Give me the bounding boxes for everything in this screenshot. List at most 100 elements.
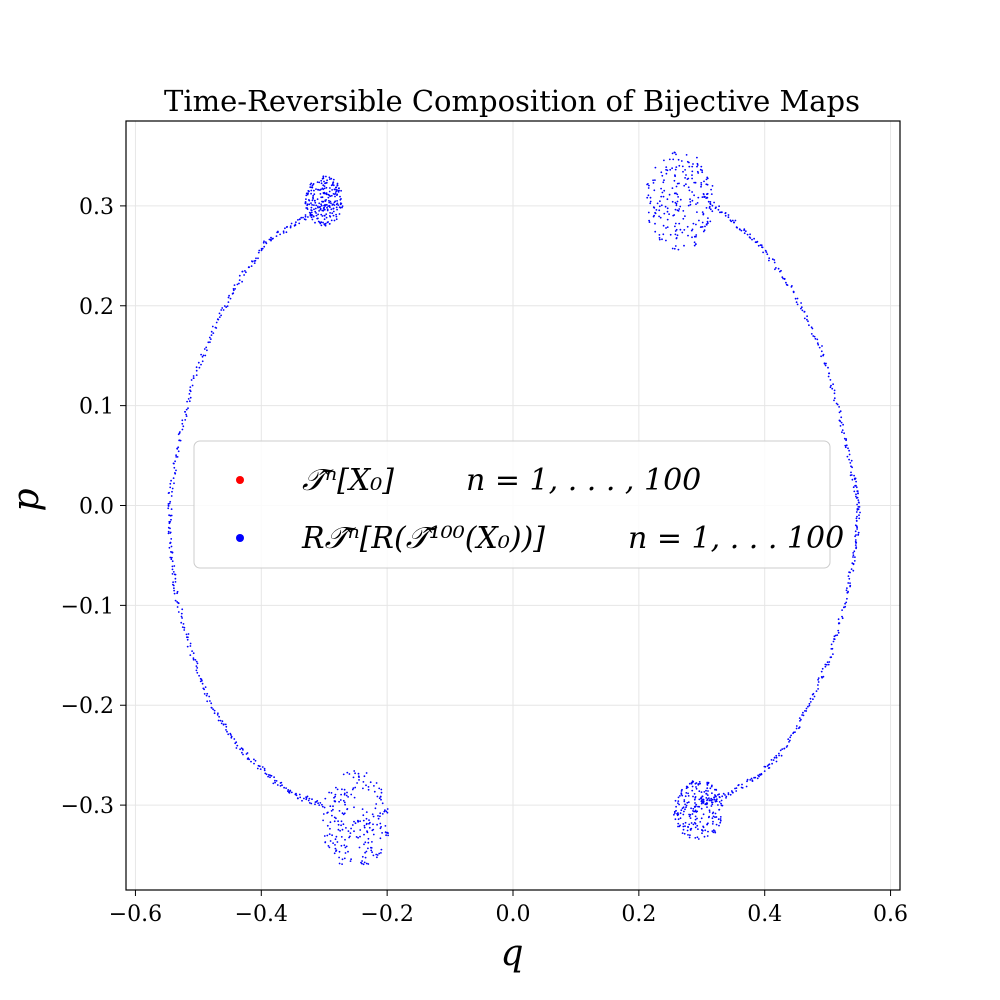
scatter-point — [771, 762, 773, 765]
scatter-point — [285, 787, 287, 789]
scatter-point — [363, 861, 366, 864]
scatter-point — [708, 811, 711, 813]
scatter-point — [724, 214, 727, 217]
scatter-point — [170, 479, 173, 482]
scatter-point — [328, 846, 331, 849]
scatter-point — [848, 577, 851, 580]
scatter-point — [854, 485, 857, 487]
scatter-point — [308, 797, 311, 800]
scatter-point — [697, 783, 700, 786]
scatter-point — [761, 246, 763, 249]
scatter-point — [697, 172, 700, 174]
scatter-point — [180, 621, 183, 624]
scatter-point — [846, 455, 849, 458]
scatter-point — [847, 582, 850, 584]
scatter-point — [658, 215, 660, 218]
scatter-point — [837, 631, 840, 634]
scatter-point — [175, 456, 178, 458]
scatter-point — [362, 819, 365, 822]
scatter-point — [700, 807, 703, 810]
scatter-point — [337, 191, 340, 193]
scatter-point — [343, 792, 346, 795]
scatter-point — [825, 663, 828, 666]
scatter-point — [333, 219, 336, 222]
scatter-point — [685, 792, 688, 794]
scatter-point — [334, 195, 336, 198]
scatter-point — [722, 792, 725, 795]
scatter-point — [696, 836, 699, 839]
scatter-point — [297, 797, 299, 800]
scatter-point — [829, 656, 832, 659]
scatter-point — [692, 795, 694, 798]
scatter-point — [248, 266, 250, 269]
scatter-point — [332, 181, 335, 184]
scatter-point — [379, 822, 382, 825]
scatter-point — [365, 811, 368, 813]
scatter-point — [746, 778, 749, 781]
scatter-point — [238, 282, 240, 285]
scatter-point — [678, 825, 681, 828]
scatter-point — [775, 754, 778, 757]
scatter-point — [653, 189, 656, 192]
scatter-point — [332, 178, 335, 181]
scatter-point — [189, 654, 192, 656]
scatter-point — [660, 204, 663, 207]
scatter-point — [708, 799, 711, 802]
scatter-point — [192, 657, 195, 659]
scatter-point — [730, 220, 733, 223]
scatter-point — [308, 203, 311, 206]
scatter-point — [177, 433, 180, 436]
scatter-point — [681, 231, 684, 234]
scatter-point — [719, 211, 721, 214]
scatter-point — [372, 815, 375, 818]
x-axis-label: q — [500, 933, 523, 974]
scatter-point — [727, 214, 730, 216]
scatter-point — [673, 214, 676, 216]
scatter-point — [711, 812, 714, 815]
scatter-point — [313, 189, 315, 192]
scatter-point — [326, 179, 328, 182]
scatter-point — [306, 208, 309, 211]
scatter-point — [696, 162, 699, 165]
scatter-point — [801, 714, 803, 716]
scatter-point — [238, 274, 241, 277]
scatter-point — [182, 425, 185, 428]
scatter-point — [367, 863, 370, 865]
scatter-point — [341, 812, 344, 815]
scatter-point — [740, 229, 743, 232]
scatter-point — [671, 187, 674, 190]
scatter-point — [833, 635, 836, 638]
scatter-point — [339, 202, 342, 205]
scatter-point — [323, 185, 326, 188]
scatter-point — [853, 560, 856, 562]
scatter-point — [682, 828, 685, 831]
scatter-point — [662, 195, 665, 198]
scatter-point — [318, 804, 321, 806]
scatter-point — [336, 202, 339, 205]
scatter-point — [363, 775, 366, 778]
scatter-point — [176, 592, 179, 595]
scatter-point — [694, 826, 697, 829]
scatter-point — [707, 816, 710, 819]
scatter-point — [343, 844, 346, 847]
scatter-point — [760, 244, 763, 247]
y-tick-label: 0.1 — [79, 395, 114, 420]
scatter-point — [660, 187, 662, 190]
scatter-point — [307, 192, 309, 195]
scatter-point — [305, 797, 308, 799]
scatter-point — [298, 793, 301, 796]
scatter-point — [317, 188, 320, 191]
scatter-point — [703, 835, 706, 838]
scatter-point — [693, 241, 696, 244]
scatter-point — [367, 786, 370, 788]
scatter-point — [385, 834, 387, 837]
scatter-point — [822, 675, 825, 678]
scatter-point — [340, 820, 343, 823]
scatter-point — [329, 195, 332, 198]
scatter-point — [336, 788, 339, 791]
scatter-point — [218, 715, 221, 718]
scatter-point — [729, 793, 732, 796]
scatter-point — [734, 787, 736, 790]
scatter-point — [673, 179, 676, 182]
legend-range-forward: n = 1, . . . , 100 — [466, 463, 701, 498]
